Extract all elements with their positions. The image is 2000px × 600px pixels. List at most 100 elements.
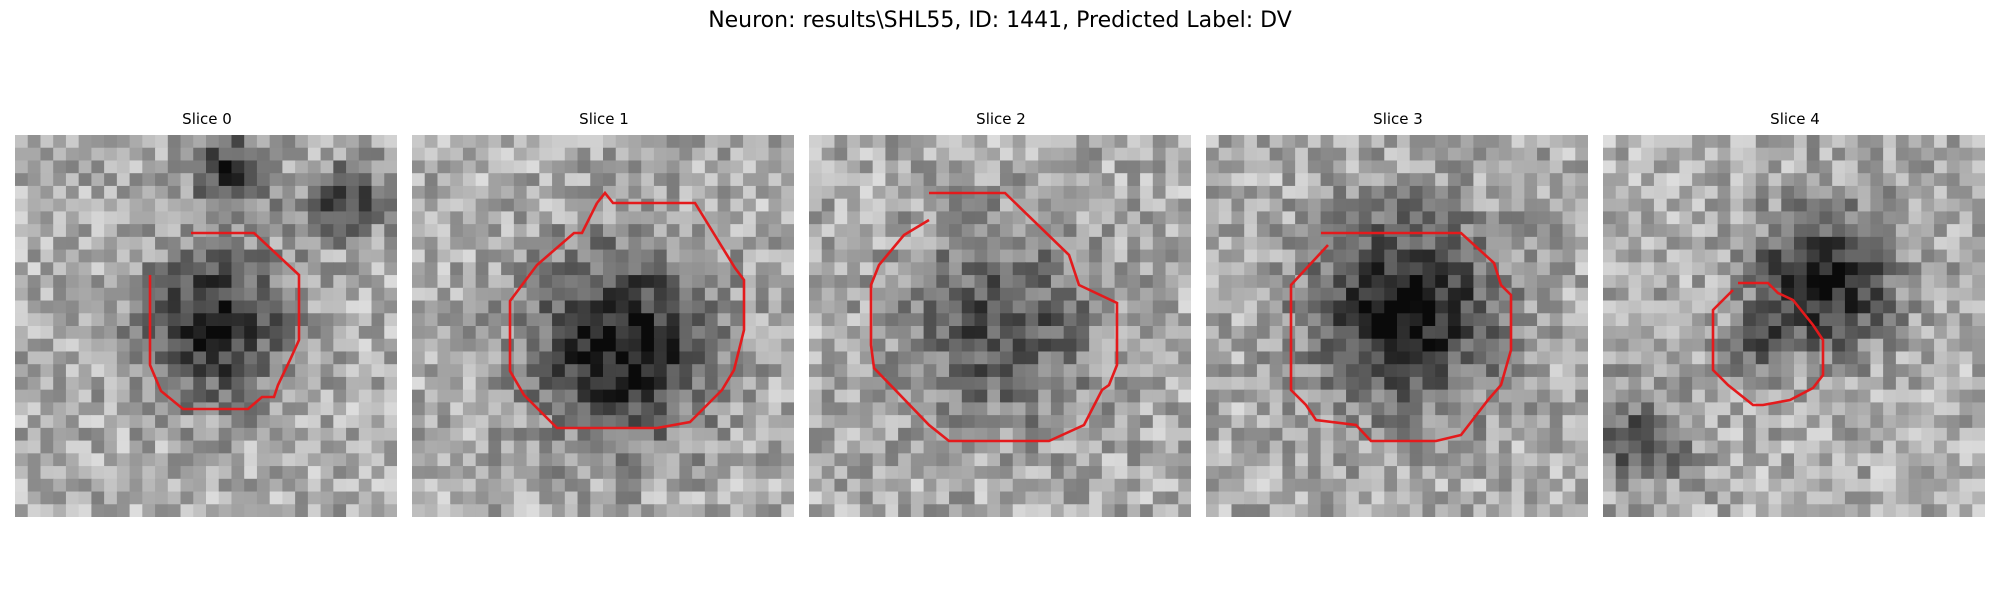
pixel xyxy=(704,198,719,212)
pixel xyxy=(1256,287,1271,302)
pixel xyxy=(1218,326,1233,340)
pixel xyxy=(1666,313,1680,327)
pixel xyxy=(142,389,156,403)
pixel xyxy=(1743,135,1757,149)
pixel xyxy=(462,453,477,467)
pixel xyxy=(1844,415,1859,429)
pixel xyxy=(641,376,655,391)
pixel xyxy=(1549,440,1564,454)
pixel xyxy=(743,160,757,174)
pixel xyxy=(577,249,591,263)
pixel xyxy=(1908,185,1922,200)
pixel xyxy=(1231,198,1245,212)
pixel xyxy=(1549,491,1564,505)
pixel xyxy=(78,249,92,263)
pixel xyxy=(1628,427,1642,442)
pixel xyxy=(1206,236,1220,251)
pixel xyxy=(1832,389,1846,403)
pixel xyxy=(513,440,528,454)
pixel xyxy=(1269,262,1283,276)
pixel xyxy=(384,453,397,467)
pixel xyxy=(78,262,92,276)
pixel xyxy=(282,466,296,480)
pixel xyxy=(1704,313,1719,327)
pixel xyxy=(923,262,937,276)
pixel xyxy=(1704,185,1719,200)
pixel xyxy=(1743,440,1757,454)
pixel xyxy=(1127,249,1141,263)
pixel xyxy=(1397,326,1411,340)
pixel xyxy=(1537,185,1551,200)
pixel xyxy=(180,351,194,365)
pixel xyxy=(603,351,617,365)
pixel xyxy=(282,402,296,416)
pixel xyxy=(872,440,886,454)
pixel xyxy=(1460,364,1474,378)
pixel xyxy=(1934,402,1948,416)
pixel xyxy=(847,376,861,391)
pixel xyxy=(1333,440,1347,454)
pixel xyxy=(462,249,477,263)
pixel xyxy=(898,211,912,225)
pixel xyxy=(1844,351,1859,365)
pixel xyxy=(180,389,194,403)
pixel xyxy=(1218,440,1233,454)
pixel xyxy=(1320,504,1334,517)
pixel xyxy=(1038,198,1052,212)
pixel xyxy=(15,160,29,174)
pixel xyxy=(155,147,169,162)
pixel xyxy=(666,364,680,378)
pixel xyxy=(961,236,976,251)
pixel xyxy=(1511,389,1525,403)
pixel xyxy=(1730,211,1744,225)
pixel xyxy=(1012,466,1027,480)
pixel xyxy=(834,351,848,365)
pixel xyxy=(910,504,925,517)
pixel xyxy=(1397,300,1411,314)
pixel xyxy=(295,364,309,378)
pixel xyxy=(180,478,194,493)
pixel xyxy=(104,376,118,391)
pixel xyxy=(1908,211,1922,225)
pixel xyxy=(1615,300,1630,314)
pixel xyxy=(1524,491,1538,505)
pixel xyxy=(1152,262,1167,276)
pixel xyxy=(1244,160,1258,174)
pixel xyxy=(1256,185,1271,200)
pixel xyxy=(450,313,464,327)
pixel xyxy=(1857,287,1871,302)
pixel xyxy=(40,173,54,187)
pixel xyxy=(1435,453,1449,467)
pixel xyxy=(717,275,731,289)
pixel xyxy=(1959,224,1973,238)
pixel xyxy=(1358,453,1373,467)
pixel xyxy=(1101,211,1116,225)
pixel xyxy=(1946,402,1961,416)
pixel xyxy=(320,326,334,340)
pixel xyxy=(1307,326,1322,340)
pixel xyxy=(1844,198,1859,212)
pixel xyxy=(167,300,182,314)
pixel xyxy=(462,351,477,365)
pixel xyxy=(679,491,693,505)
pixel xyxy=(615,338,630,353)
pixel xyxy=(1755,415,1770,429)
pixel xyxy=(1921,351,1935,365)
pixel xyxy=(180,249,194,263)
pixel xyxy=(412,300,426,314)
pixel xyxy=(526,135,540,149)
pixel xyxy=(1152,135,1167,149)
pixel xyxy=(1435,185,1449,200)
pixel xyxy=(65,504,80,517)
pixel xyxy=(1524,185,1538,200)
pixel xyxy=(27,364,42,378)
pixel xyxy=(1460,249,1474,263)
pixel xyxy=(1921,491,1935,505)
pixel xyxy=(1934,351,1948,365)
pixel xyxy=(53,262,67,276)
pixel xyxy=(1384,504,1398,517)
pixel xyxy=(1781,224,1795,238)
pixel xyxy=(1883,211,1897,225)
pixel xyxy=(1934,440,1948,454)
pixel xyxy=(1422,453,1436,467)
